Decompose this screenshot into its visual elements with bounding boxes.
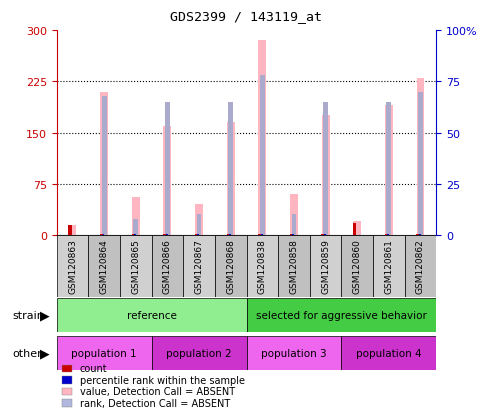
Text: GSM120865: GSM120865 bbox=[131, 239, 141, 293]
Bar bbox=[69, 225, 76, 235]
Text: GSM120861: GSM120861 bbox=[385, 239, 393, 293]
Bar bbox=[417, 78, 424, 235]
Bar bbox=[353, 223, 356, 235]
Bar bbox=[260, 76, 265, 235]
Bar bbox=[387, 234, 389, 235]
Bar bbox=[166, 234, 168, 235]
Bar bbox=[152, 235, 183, 297]
Bar bbox=[321, 234, 324, 235]
Text: GSM120864: GSM120864 bbox=[100, 239, 108, 293]
Bar bbox=[373, 235, 405, 297]
Text: GSM120860: GSM120860 bbox=[352, 239, 362, 293]
Bar bbox=[100, 234, 103, 235]
Bar bbox=[165, 102, 170, 235]
Text: GSM120838: GSM120838 bbox=[258, 239, 267, 293]
Bar bbox=[353, 222, 361, 235]
Bar bbox=[134, 219, 138, 235]
Bar bbox=[405, 235, 436, 297]
Text: strain: strain bbox=[12, 311, 44, 320]
Bar bbox=[134, 234, 136, 235]
Bar bbox=[197, 215, 202, 235]
Bar bbox=[258, 41, 266, 235]
Text: GSM120862: GSM120862 bbox=[416, 239, 425, 293]
Bar bbox=[258, 234, 261, 235]
Text: population 2: population 2 bbox=[166, 348, 232, 358]
Text: population 4: population 4 bbox=[356, 348, 422, 358]
Text: GDS2399 / 143119_at: GDS2399 / 143119_at bbox=[171, 10, 322, 23]
Bar bbox=[195, 205, 203, 235]
Bar bbox=[227, 123, 235, 235]
Bar bbox=[418, 92, 423, 235]
Bar bbox=[323, 102, 328, 235]
Text: count: count bbox=[80, 363, 107, 373]
Bar bbox=[215, 235, 246, 297]
Bar bbox=[183, 235, 215, 297]
Bar bbox=[417, 234, 420, 235]
Bar bbox=[385, 106, 393, 235]
Bar bbox=[261, 234, 263, 235]
Bar bbox=[246, 299, 436, 332]
Bar bbox=[246, 336, 341, 370]
Bar bbox=[198, 234, 199, 235]
Text: GSM120858: GSM120858 bbox=[289, 239, 298, 293]
Text: percentile rank within the sample: percentile rank within the sample bbox=[80, 375, 245, 385]
Bar bbox=[195, 234, 198, 235]
Bar bbox=[341, 336, 436, 370]
Text: GSM120867: GSM120867 bbox=[195, 239, 204, 293]
Bar bbox=[385, 234, 388, 235]
Text: GSM120866: GSM120866 bbox=[163, 239, 172, 293]
Text: ▶: ▶ bbox=[39, 346, 49, 359]
Text: GSM120859: GSM120859 bbox=[321, 239, 330, 293]
Bar bbox=[419, 234, 421, 235]
Bar bbox=[246, 235, 278, 297]
Bar bbox=[57, 336, 152, 370]
Bar bbox=[102, 96, 106, 235]
Bar bbox=[132, 234, 135, 235]
Text: other: other bbox=[12, 348, 42, 358]
Bar bbox=[324, 234, 326, 235]
Bar bbox=[227, 234, 230, 235]
Bar bbox=[341, 235, 373, 297]
Text: GSM120868: GSM120868 bbox=[226, 239, 235, 293]
Bar bbox=[290, 234, 293, 235]
Bar bbox=[100, 92, 108, 235]
Text: reference: reference bbox=[127, 311, 176, 320]
Bar bbox=[291, 215, 296, 235]
Bar bbox=[387, 102, 391, 235]
Bar bbox=[69, 226, 71, 235]
Text: population 1: population 1 bbox=[71, 348, 137, 358]
Text: rank, Detection Call = ABSENT: rank, Detection Call = ABSENT bbox=[80, 398, 230, 408]
Text: selected for aggressive behavior: selected for aggressive behavior bbox=[256, 311, 427, 320]
Bar bbox=[163, 234, 167, 235]
Text: value, Detection Call = ABSENT: value, Detection Call = ABSENT bbox=[80, 387, 235, 396]
Bar bbox=[120, 235, 152, 297]
Bar bbox=[310, 235, 341, 297]
Bar bbox=[290, 195, 298, 235]
Text: population 3: population 3 bbox=[261, 348, 327, 358]
Text: ▶: ▶ bbox=[39, 309, 49, 322]
Bar bbox=[278, 235, 310, 297]
Bar bbox=[152, 336, 246, 370]
Bar bbox=[229, 234, 231, 235]
Bar bbox=[132, 198, 140, 235]
Text: GSM120863: GSM120863 bbox=[68, 239, 77, 293]
Bar bbox=[228, 102, 233, 235]
Bar bbox=[103, 234, 105, 235]
Bar bbox=[321, 116, 329, 235]
Bar bbox=[164, 126, 172, 235]
Bar bbox=[57, 299, 246, 332]
Bar bbox=[88, 235, 120, 297]
Bar bbox=[292, 234, 294, 235]
Bar bbox=[57, 235, 88, 297]
